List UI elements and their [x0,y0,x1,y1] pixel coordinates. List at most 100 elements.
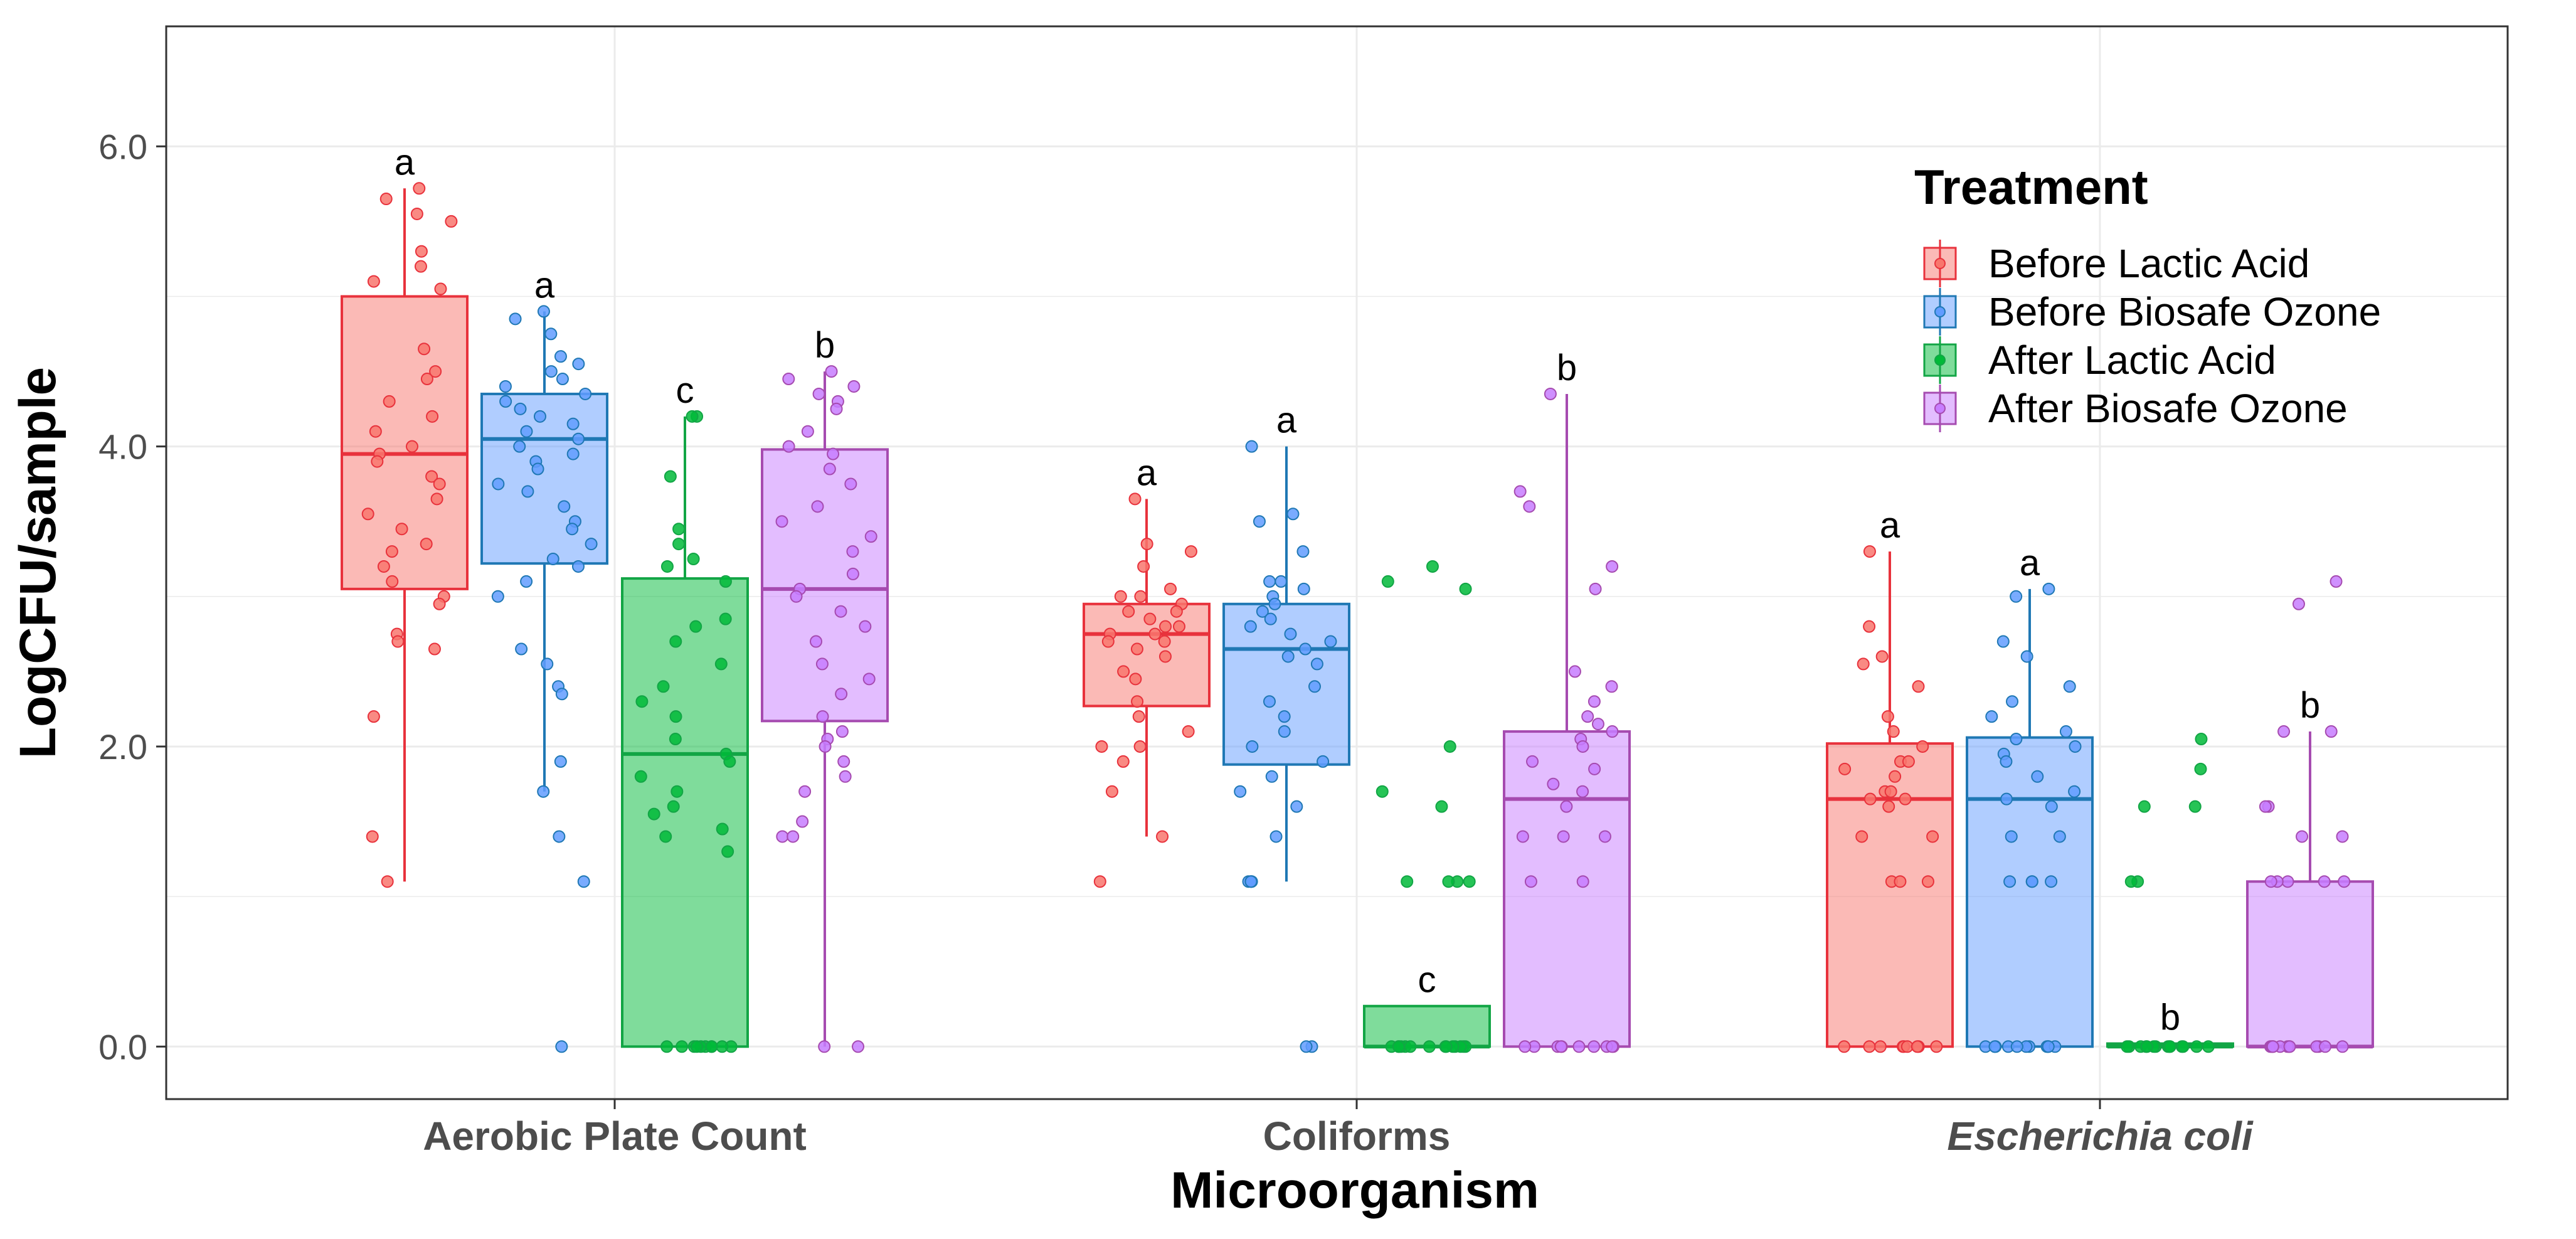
data-point [2195,733,2208,746]
data-point [1264,612,1277,625]
data-point [1547,777,1560,790]
data-point [395,523,408,536]
legend-label: After Lactic Acid [1988,338,2276,383]
significance-letter: a [395,142,415,183]
data-point [1902,755,1915,768]
y-tick-label: 4.0 [98,427,147,467]
data-point [426,410,439,423]
data-point [1132,710,1145,723]
data-point [1275,575,1288,588]
data-point [690,1040,703,1053]
data-point [1159,620,1172,633]
data-point [366,830,379,843]
data-point [689,620,702,633]
data-point [1519,1040,1532,1053]
data-point [1296,545,1310,558]
data-point [1591,718,1604,731]
box-group: a [341,142,469,888]
data-point [686,410,699,423]
data-point [553,830,566,843]
data-point [1286,508,1300,521]
data-point [371,455,384,468]
legend-key-point [1934,258,1946,269]
data-point [1544,387,1557,400]
data-point [815,657,829,671]
data-point [1324,635,1337,648]
data-point [775,515,788,528]
data-point [796,815,809,828]
data-point [1930,1040,1943,1053]
data-point [835,688,848,701]
box-group: a [1083,452,1211,888]
data-point [837,755,851,768]
box-group: c [1363,560,1491,1053]
legend-label: Before Biosafe Ozone [1988,289,2381,334]
y-axis-title: LogCFU/sample [9,367,66,758]
data-point [1263,695,1276,708]
data-point [1857,657,1870,671]
data-point [1439,1040,1453,1053]
data-point [566,447,580,460]
data-point [521,485,534,498]
data-point [798,785,812,798]
data-point [434,282,447,295]
data-point [846,545,859,558]
data-point [361,508,374,521]
data-point [1459,582,1472,595]
data-point [1158,650,1172,663]
data-point [385,545,398,558]
data-point [1523,500,1536,513]
data-point [1887,725,1900,738]
significance-letter: a [1276,400,1297,441]
data-point [369,425,382,438]
data-point [2006,695,2019,708]
data-point [1244,875,1258,888]
data-point [491,590,504,603]
box-group: a [480,265,608,1053]
data-point [513,440,526,453]
legend-item: After Biosafe Ozone [1923,385,2348,432]
data-point [1284,627,1297,641]
data-point [556,373,569,386]
data-point [1985,710,1998,723]
data-point [1874,1040,1887,1053]
legend-label: Before Lactic Acid [1988,241,2309,286]
data-point [554,755,567,768]
data-point [413,182,426,195]
data-point [2010,733,2023,746]
data-point [812,387,825,400]
data-point [433,597,446,610]
data-point [1899,792,1912,806]
data-point [830,402,843,415]
data-point [445,215,458,228]
data-point [1269,830,1283,843]
data-point [515,642,528,656]
data-point [514,402,527,415]
data-point [1253,515,1266,528]
data-point [2000,792,2013,806]
data-point [2194,762,2207,775]
x-tick-label: Escherichia coli [1947,1114,2254,1159]
legend-label: After Biosafe Ozone [1988,386,2348,431]
data-point [1234,785,1247,798]
data-point [1560,800,1573,813]
data-point [660,1040,674,1053]
data-point [1290,800,1303,813]
data-point [429,365,442,378]
data-point [1281,650,1295,663]
data-point [1875,650,1889,663]
data-point [572,432,585,445]
plot-marks: a a a a a a c c b b b b [341,142,2374,1053]
data-point [566,523,579,536]
data-point [1245,440,1258,453]
data-point [2003,875,2017,888]
data-point [1882,800,1895,813]
data-point [386,575,399,588]
data-point [1131,695,1144,708]
data-point [1568,665,1581,678]
data-point [1148,627,1162,641]
data-point [2176,1040,2190,1053]
data-point [657,680,670,693]
data-point [1156,830,1169,843]
